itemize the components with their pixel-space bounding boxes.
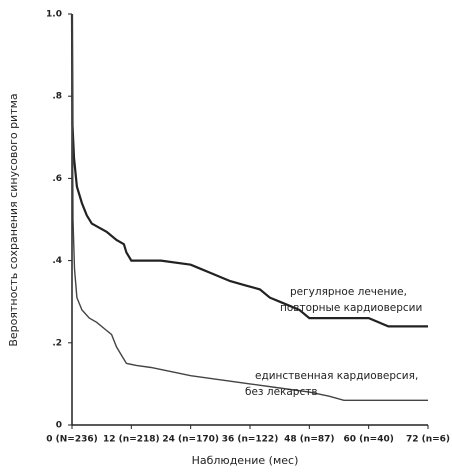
survival-curve xyxy=(70,13,428,328)
annotation: единственная кардиоверсия, xyxy=(255,370,418,382)
x-axis-title: Наблюдение (мес) xyxy=(192,454,299,467)
y-tick-label: .4 xyxy=(52,256,62,266)
annotation: без лекарств xyxy=(245,386,318,398)
x-tick-label: 12 (n=218) xyxy=(103,435,160,445)
annotation: повторные кардиоверсии xyxy=(280,302,422,314)
x-tick-label: 24 (n=170) xyxy=(162,435,219,445)
y-tick-label: .6 xyxy=(52,174,62,184)
x-tick-label: 72 (n=6) xyxy=(406,435,450,445)
y-tick-label: .8 xyxy=(52,92,62,102)
y-axis-title: Вероятность сохранения синусового ритма xyxy=(7,93,20,346)
annotation: регулярное лечение, xyxy=(290,286,407,298)
x-tick-label: 48 (n=87) xyxy=(284,435,334,445)
x-tick-label: 60 (n=40) xyxy=(343,435,393,445)
survival-curve xyxy=(71,13,428,401)
x-tick-label: 0 (N=236) xyxy=(46,435,97,445)
y-tick-label: .2 xyxy=(52,338,62,348)
x-tick-label: 36 (n=122) xyxy=(222,435,279,445)
y-tick-label: 0 xyxy=(56,421,62,431)
y-tick-label: 1.0 xyxy=(46,10,62,20)
